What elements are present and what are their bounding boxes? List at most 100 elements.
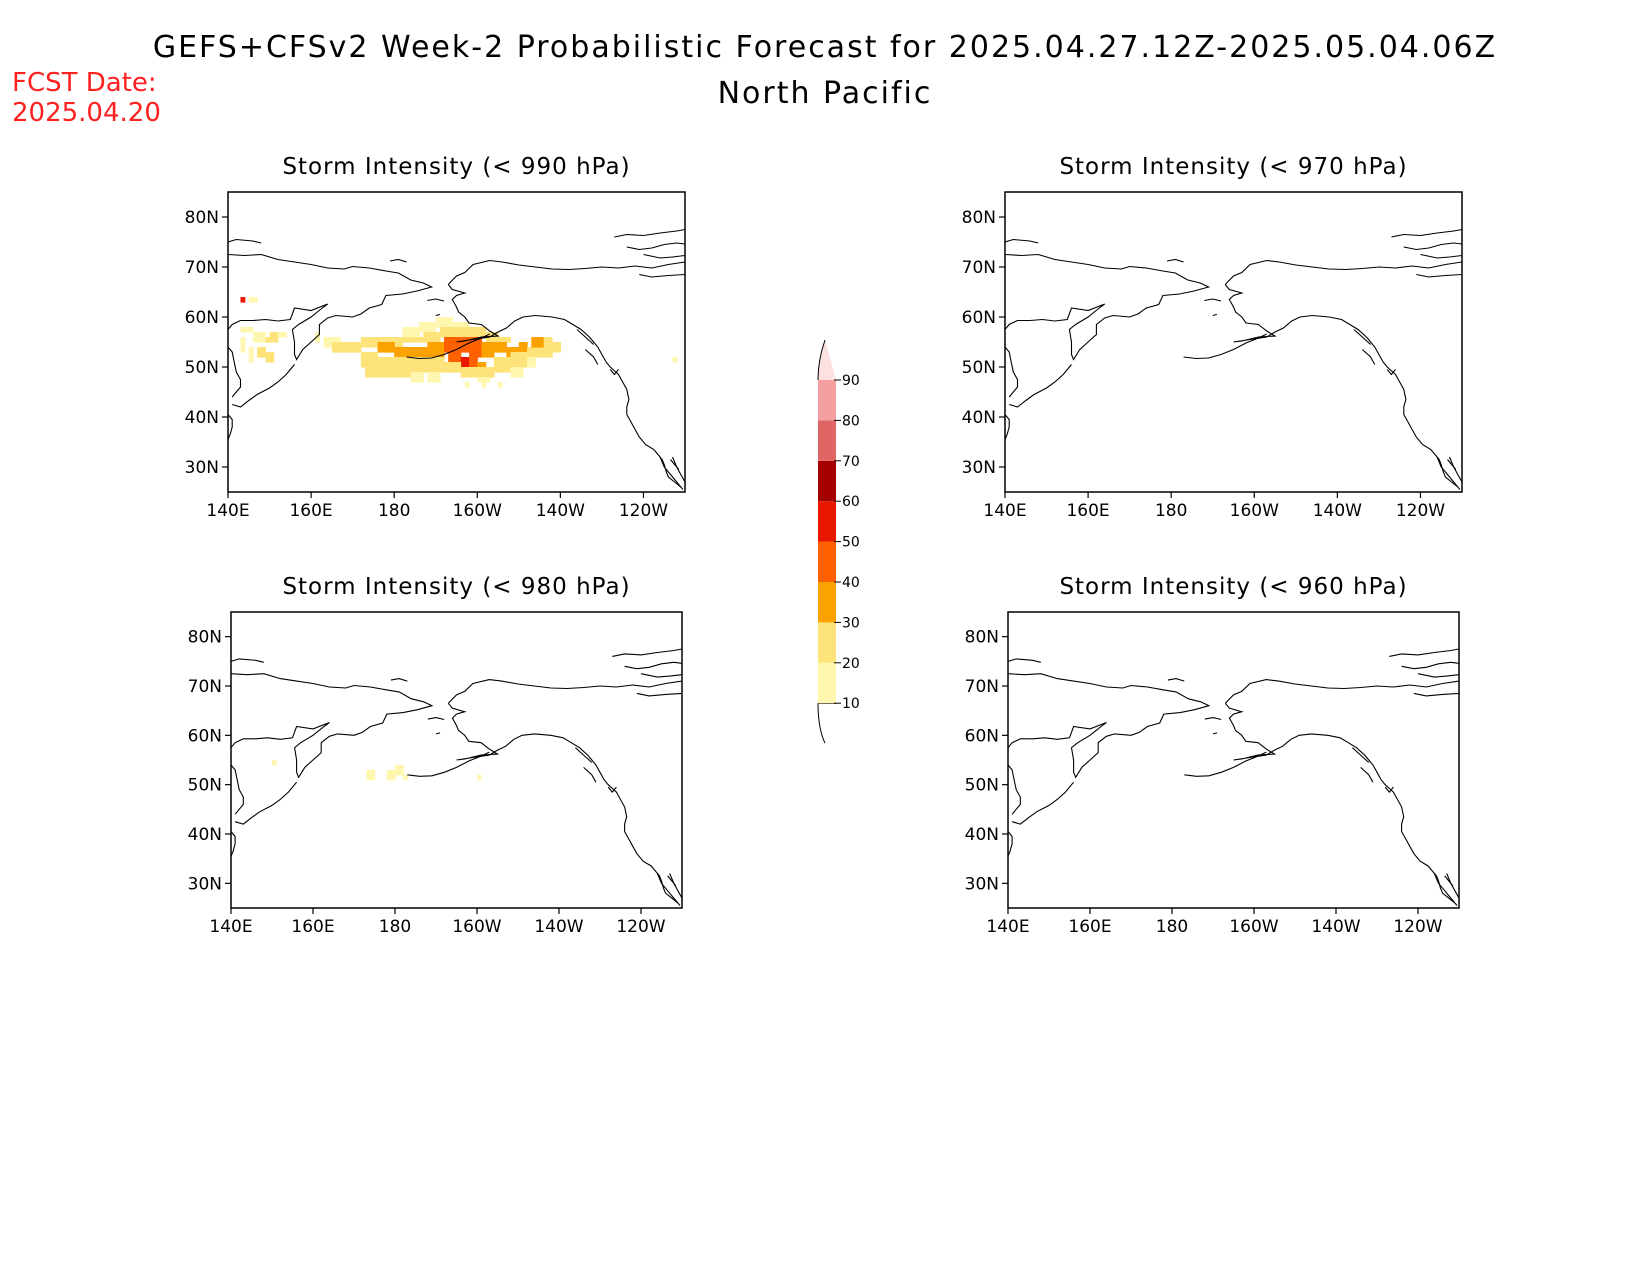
lon-tick-label: 160E bbox=[291, 917, 334, 937]
probability-cell bbox=[269, 332, 279, 343]
colorbar-label: 30 bbox=[842, 615, 860, 631]
lon-tick-label: 140W bbox=[1313, 501, 1362, 521]
lat-tick-label: 80N bbox=[185, 208, 219, 228]
lon-tick-label: 140W bbox=[1311, 917, 1360, 937]
lon-tick-label: 120W bbox=[1393, 917, 1442, 937]
map-frame bbox=[227, 191, 686, 493]
lat-tick-label: 70N bbox=[965, 677, 999, 697]
colorbar-label: 50 bbox=[842, 535, 860, 551]
probability-cell bbox=[493, 357, 512, 373]
probability-cell bbox=[410, 372, 424, 383]
probability-cell bbox=[402, 327, 420, 338]
region-title: North Pacific bbox=[717, 76, 933, 111]
lon-tick-label: 180 bbox=[379, 917, 411, 937]
probability-cell bbox=[444, 337, 458, 353]
colorbar-segment bbox=[818, 582, 836, 623]
probability-cell bbox=[485, 332, 499, 343]
probability-cell bbox=[531, 337, 545, 348]
lon-tick-label: 160E bbox=[1068, 917, 1111, 937]
lon-tick-label: 120W bbox=[619, 501, 668, 521]
fcst-date-block: FCST Date: 2025.04.20 bbox=[12, 68, 161, 128]
coastline bbox=[231, 648, 682, 906]
colorbar-segment bbox=[818, 420, 836, 461]
probability-cell bbox=[456, 327, 474, 338]
probability-cell bbox=[394, 347, 412, 358]
probability-cell bbox=[360, 337, 374, 348]
panel-title: Storm Intensity (< 990 hPa) bbox=[282, 154, 630, 180]
probability-cell bbox=[331, 342, 341, 353]
probability-cell bbox=[444, 362, 462, 373]
probability-cell bbox=[510, 367, 524, 378]
probability-cell bbox=[672, 357, 678, 363]
probability-cell bbox=[543, 337, 553, 353]
lat-tick-label: 50N bbox=[965, 776, 999, 796]
map-frame bbox=[1007, 611, 1460, 909]
lat-tick-label: 30N bbox=[962, 458, 996, 478]
probability-cell bbox=[386, 769, 396, 781]
colorbar-segment bbox=[818, 460, 836, 502]
probability-cell bbox=[248, 297, 254, 303]
colorbar-segment bbox=[818, 501, 836, 542]
probability-cell bbox=[460, 367, 478, 378]
probability-cell bbox=[493, 342, 507, 353]
probability-cell bbox=[518, 342, 528, 353]
probability-cell bbox=[423, 332, 441, 343]
probability-cell bbox=[395, 764, 404, 776]
probability-field bbox=[272, 760, 482, 781]
probability-cell bbox=[477, 377, 491, 383]
lat-tick-label: 50N bbox=[188, 776, 222, 796]
lat-tick-label: 30N bbox=[188, 874, 222, 894]
lat-tick-label: 30N bbox=[965, 874, 999, 894]
panel-title: Storm Intensity (< 970 hPa) bbox=[1059, 154, 1407, 180]
lat-tick-label: 80N bbox=[962, 208, 996, 228]
probability-cell bbox=[527, 357, 536, 368]
probability-cell bbox=[527, 347, 541, 358]
lon-tick-label: 160W bbox=[453, 501, 502, 521]
probability-cell bbox=[419, 322, 437, 333]
colorbar: 10 20 30 40 50 60 70 80 90 bbox=[817, 339, 860, 744]
probability-cell bbox=[366, 769, 376, 781]
lat-tick-label: 70N bbox=[185, 258, 219, 278]
probability-cell bbox=[435, 317, 453, 328]
lat-tick-label: 50N bbox=[962, 358, 996, 378]
probability-cell bbox=[272, 760, 277, 766]
probability-cell bbox=[240, 297, 246, 303]
lon-tick-label: 140W bbox=[536, 501, 585, 521]
probability-cell bbox=[377, 357, 395, 368]
lon-tick-label: 160E bbox=[289, 501, 332, 521]
probability-cell bbox=[410, 357, 428, 373]
lon-tick-label: 160E bbox=[1066, 501, 1109, 521]
map-panel-2: Storm Intensity (< 970 hPa) 140E 160E 180 16… bbox=[962, 154, 1463, 521]
colorbar-segment bbox=[818, 380, 836, 421]
colorbar-lower-cap bbox=[817, 703, 826, 744]
lat-tick-label: 80N bbox=[965, 628, 999, 648]
coastline bbox=[228, 228, 685, 490]
lat-tick-label: 80N bbox=[188, 628, 222, 648]
map-panel-1: Storm Intensity (< 990 hPa) 140E 160E 180 16… bbox=[185, 154, 686, 521]
colorbar-segment bbox=[818, 541, 836, 582]
probability-cell bbox=[477, 774, 482, 781]
probability-cell bbox=[265, 337, 271, 343]
coastline bbox=[1005, 228, 1462, 490]
lat-tick-label: 40N bbox=[965, 825, 999, 845]
probability-cell bbox=[452, 322, 470, 328]
fcst-date-value: 2025.04.20 bbox=[12, 98, 161, 128]
lat-tick-label: 50N bbox=[185, 358, 219, 378]
lon-tick-label: 140W bbox=[534, 917, 583, 937]
colorbar-label: 70 bbox=[842, 454, 860, 470]
probability-cell bbox=[240, 337, 246, 353]
probability-cell bbox=[469, 357, 478, 368]
probability-cell bbox=[265, 352, 275, 363]
probability-cell bbox=[394, 367, 412, 378]
colorbar-upper-cap bbox=[818, 340, 836, 380]
lon-tick-label: 160W bbox=[452, 917, 501, 937]
lon-tick-label: 160W bbox=[1229, 917, 1278, 937]
probability-field bbox=[240, 297, 678, 388]
colorbar-label: 20 bbox=[842, 656, 860, 672]
lat-tick-label: 70N bbox=[188, 677, 222, 697]
lat-tick-label: 60N bbox=[188, 726, 222, 746]
probability-cell bbox=[477, 367, 495, 378]
lat-tick-label: 60N bbox=[965, 726, 999, 746]
probability-cell bbox=[481, 342, 495, 358]
probability-cell bbox=[377, 367, 395, 378]
